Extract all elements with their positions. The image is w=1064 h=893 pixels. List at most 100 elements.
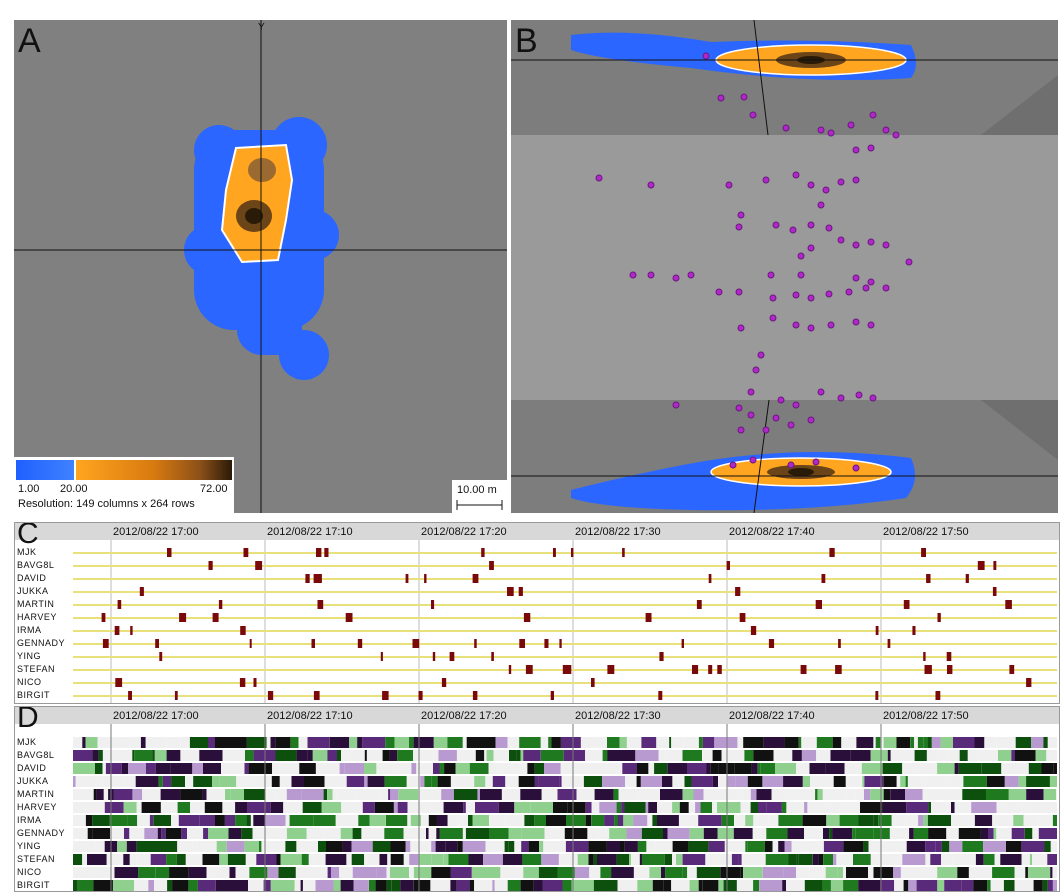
activity-segment: [576, 789, 595, 800]
activity-segment: [444, 763, 456, 774]
event-marker: [768, 639, 775, 648]
event-marker: [316, 548, 322, 557]
activity-segment: [1042, 880, 1048, 891]
activity-segment: [324, 776, 347, 787]
activity-segment: [85, 737, 98, 748]
activity-segment: [597, 854, 617, 865]
activity-segment: [166, 737, 181, 748]
activity-segment: [520, 789, 542, 800]
activity-segment: [474, 880, 493, 891]
activity-segment: [657, 802, 673, 813]
activity-segment: [275, 737, 291, 748]
row-c-name: STEFAN: [17, 664, 56, 674]
scale-bar-label: 10.00 m: [457, 484, 497, 496]
activity-segment: [654, 763, 668, 774]
activity-segment: [453, 789, 478, 800]
row-track: [73, 630, 1057, 632]
activity-segment: [477, 737, 496, 748]
activity-segment: [864, 789, 871, 800]
activity-segment: [954, 802, 972, 813]
activity-segment: [438, 750, 457, 761]
activity-segment: [294, 880, 301, 891]
activity-segment: [977, 750, 995, 761]
activity-segment: [621, 802, 625, 813]
event-marker: [622, 548, 625, 557]
activity-segment: [366, 854, 380, 865]
activity-segment: [104, 802, 124, 813]
activity-segment: [356, 789, 380, 800]
activity-segment: [974, 737, 985, 748]
activity-segment: [413, 750, 434, 761]
activity-segment: [540, 750, 564, 761]
event-marker: [658, 691, 663, 700]
activity-segment: [870, 854, 879, 865]
activity-segment: [474, 776, 486, 787]
activity-segment: [497, 763, 502, 774]
event-marker: [239, 678, 246, 687]
panel-c-label: C: [17, 522, 39, 550]
event-marker: [155, 639, 159, 648]
activity-segment: [85, 815, 92, 826]
event-marker: [418, 691, 423, 700]
event-marker: [553, 548, 556, 557]
colorbar-heat-segment: [76, 460, 232, 480]
activity-segment: [99, 776, 104, 787]
activity-segment: [157, 828, 162, 839]
activity-segment: [553, 802, 568, 813]
activity-segment: [135, 776, 159, 787]
event-marker: [607, 665, 615, 674]
row-track: [73, 565, 1057, 567]
activity-segment: [501, 789, 508, 800]
activity-segment: [327, 789, 333, 800]
activity-segment: [543, 841, 566, 852]
activity-segment: [121, 763, 129, 774]
event-marker: [431, 600, 435, 609]
activity-segment: [180, 737, 190, 748]
activity-segment: [119, 737, 131, 748]
activity-segment: [361, 828, 369, 839]
tick-c-1710: 2012/08/22 17:10: [267, 526, 353, 538]
activity-segment: [617, 815, 624, 826]
activity-segment: [171, 776, 186, 787]
activity-segment: [160, 802, 178, 813]
activity-segment: [718, 880, 724, 891]
timeline-c-svg: [73, 540, 1057, 703]
activity-segment: [778, 815, 788, 826]
tick-c-1700: 2012/08/22 17:00: [113, 526, 199, 538]
activity-segment: [407, 802, 426, 813]
activity-segment: [672, 802, 680, 813]
activity-segment: [113, 789, 133, 800]
activity-segment: [737, 737, 744, 748]
activity-segment: [698, 880, 703, 891]
activity-segment: [508, 828, 522, 839]
activity-segment: [958, 828, 981, 839]
activity-segment: [922, 789, 946, 800]
event-marker: [472, 574, 479, 583]
activity-segment: [702, 880, 719, 891]
activity-segment: [896, 737, 911, 748]
activity-segment: [307, 750, 313, 761]
activity-segment: [958, 763, 982, 774]
activity-segment: [270, 802, 284, 813]
activity-segment: [507, 880, 521, 891]
activity-segment: [165, 828, 182, 839]
activity-segment: [902, 854, 926, 865]
activity-segment: [178, 815, 200, 826]
activity-segment: [376, 763, 394, 774]
activity-segment: [171, 815, 179, 826]
event-marker: [102, 639, 109, 648]
activity-segment: [450, 867, 472, 878]
activity-segment: [241, 828, 253, 839]
activity-segment: [312, 750, 328, 761]
colorbar-resolution: Resolution: 149 columns x 264 rows: [18, 498, 195, 510]
activity-segment: [136, 802, 142, 813]
activity-segment: [1028, 763, 1042, 774]
activity-segment: [486, 750, 494, 761]
activity-segment: [362, 737, 386, 748]
event-marker: [218, 600, 223, 609]
event-marker: [800, 665, 807, 674]
activity-segment: [784, 737, 799, 748]
activity-segment: [850, 750, 871, 761]
activity-segment: [684, 776, 692, 787]
activity-segment: [804, 802, 808, 813]
